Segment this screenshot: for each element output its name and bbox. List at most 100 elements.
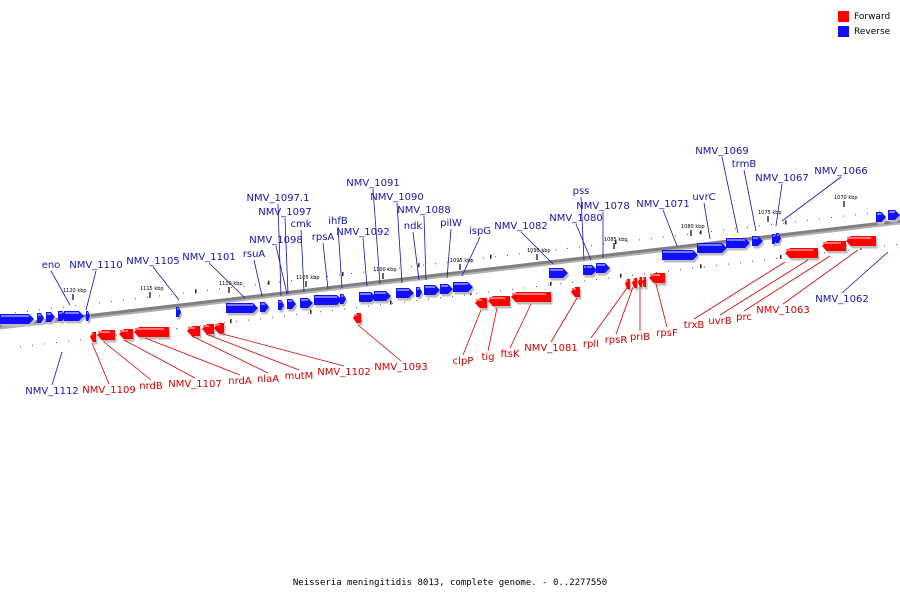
forward-gene-label[interactable]: nlaA — [257, 374, 279, 385]
reverse-gene-label[interactable]: NMV_1067 — [755, 173, 808, 184]
reverse-gene-label[interactable]: NMV_1062 — [815, 294, 868, 305]
reverse-gene-label[interactable]: NMV_1091 — [346, 178, 399, 189]
forward-gene-label[interactable]: trxB — [684, 320, 705, 331]
minor-tick — [248, 319, 249, 321]
minor-tick — [500, 290, 501, 292]
reverse-gene-label[interactable]: eno — [42, 260, 61, 271]
minor-tick — [452, 295, 453, 297]
reverse-gene-label[interactable]: NMV_1105 — [126, 256, 179, 267]
legend-forward[interactable]: Forward — [838, 9, 890, 24]
minor-tick — [692, 267, 693, 269]
minor-tick — [447, 261, 448, 263]
leader-line — [91, 342, 110, 385]
reverse-gene-label[interactable]: ihfB — [328, 216, 348, 227]
minor-tick — [704, 266, 705, 268]
leader-line — [590, 287, 628, 339]
forward-gene-label[interactable]: NMV_1102 — [317, 367, 370, 378]
minor-tick — [495, 256, 496, 258]
minor-tick — [675, 235, 676, 237]
reverse-gene-label[interactable]: NMV_1097.1 — [247, 193, 310, 204]
reverse-gene-label[interactable]: rpsA — [312, 232, 335, 243]
reverse-gene-label[interactable]: NMV_1082 — [494, 221, 547, 232]
reverse-gene-label[interactable]: ispG — [469, 226, 491, 237]
forward-gene-label[interactable]: NMV_1093 — [374, 362, 427, 373]
forward-gene-label[interactable]: rpsF — [656, 328, 678, 339]
forward-gene-label[interactable]: tig — [481, 352, 494, 363]
leader-line — [50, 270, 71, 306]
major-tick — [342, 272, 344, 277]
scale-label: 1070 kbp — [834, 195, 858, 201]
minor-tick — [512, 288, 513, 290]
leader-line — [575, 223, 592, 261]
minor-tick — [32, 344, 33, 346]
leader-line — [144, 337, 241, 376]
reverse-gene-label[interactable]: rsuA — [243, 249, 266, 260]
minor-tick — [764, 259, 765, 261]
forward-gene-label[interactable]: rplI — [583, 339, 599, 350]
major-tick — [230, 319, 232, 324]
forward-gene-label[interactable]: nrdA — [228, 376, 252, 387]
minor-tick — [572, 281, 573, 283]
reverse-gene-label[interactable]: trmB — [732, 159, 757, 170]
reverse-gene-label[interactable]: pss — [573, 186, 590, 197]
forward-gene-label[interactable]: NMV_1081 — [524, 343, 577, 354]
leader-line — [509, 303, 532, 349]
minor-tick — [272, 316, 273, 318]
minor-tick — [896, 244, 897, 246]
reverse-gene-label[interactable]: NMV_1110 — [69, 260, 122, 271]
reverse-gene-label[interactable]: NMV_1092 — [336, 227, 389, 238]
leader-line — [412, 231, 420, 281]
reverse-gene-label[interactable]: uvrC — [692, 192, 715, 203]
minor-tick — [332, 309, 333, 311]
minor-tick — [435, 263, 436, 265]
reverse-gene-label[interactable]: NMV_1069 — [695, 146, 748, 157]
reverse-gene-label[interactable]: pilW — [440, 218, 462, 229]
minor-tick — [548, 284, 549, 286]
reverse-gene-label[interactable]: NMV_1080 — [549, 213, 602, 224]
leader-line — [218, 332, 345, 367]
scale-label: 1115 kbp — [140, 286, 164, 292]
forward-gene-label[interactable]: uvrB — [708, 316, 731, 327]
reverse-gene-label[interactable]: NMV_1088 — [397, 205, 450, 216]
reverse-gene-label[interactable]: NMV_1071 — [636, 199, 689, 210]
reverse-gene-label[interactable]: cmk — [290, 219, 311, 230]
forward-gene-label[interactable]: NMV_1109 — [82, 385, 135, 396]
reverse-gene-label[interactable]: NMV_1101 — [182, 252, 235, 263]
leader-line — [841, 251, 889, 294]
reverse-gene-label[interactable]: NMV_1112 — [25, 386, 78, 397]
minor-tick — [507, 254, 508, 256]
minor-tick — [99, 302, 100, 304]
minor-tick — [663, 236, 664, 238]
forward-gene-label[interactable]: ftsK — [500, 349, 519, 360]
leader-line — [461, 236, 481, 277]
minor-tick — [476, 293, 477, 295]
minor-tick — [296, 314, 297, 316]
forward-gene-label[interactable]: rpsR — [605, 335, 628, 346]
minor-tick — [260, 318, 261, 320]
forward-gene-label[interactable]: NMV_1107 — [168, 379, 221, 390]
forward-gene-label[interactable]: clpP — [453, 356, 474, 367]
legend-reverse[interactable]: Reverse — [838, 24, 890, 39]
minor-tick — [356, 307, 357, 309]
reverse-gene-label[interactable]: NMV_1098 — [249, 235, 302, 246]
forward-gene-label[interactable]: NMV_1063 — [756, 305, 809, 316]
forward-gene-label[interactable]: priB — [630, 332, 650, 343]
leader-line — [655, 283, 668, 328]
leader-line — [277, 203, 282, 297]
reverse-gene-label[interactable]: NMV_1066 — [814, 166, 867, 177]
forward-gene-label[interactable]: prc — [736, 312, 752, 323]
reverse-gene-label[interactable]: NMV_1090 — [370, 192, 423, 203]
reverse-gene-label[interactable]: ndk — [404, 221, 423, 232]
minor-tick — [519, 253, 520, 255]
minor-tick — [351, 273, 352, 275]
forward-gene-label[interactable]: mutM — [285, 371, 314, 382]
leader-line — [284, 217, 289, 295]
reverse-gene-label[interactable]: NMV_1097 — [258, 207, 311, 218]
scale-label: 1105 kbp — [296, 275, 320, 281]
minor-tick — [848, 249, 849, 251]
leader-line — [322, 242, 329, 290]
forward-gene-label[interactable]: nrdB — [139, 381, 163, 392]
leader-line — [446, 228, 452, 279]
leader-line — [719, 259, 809, 316]
reverse-gene-label[interactable]: NMV_1078 — [576, 201, 629, 212]
